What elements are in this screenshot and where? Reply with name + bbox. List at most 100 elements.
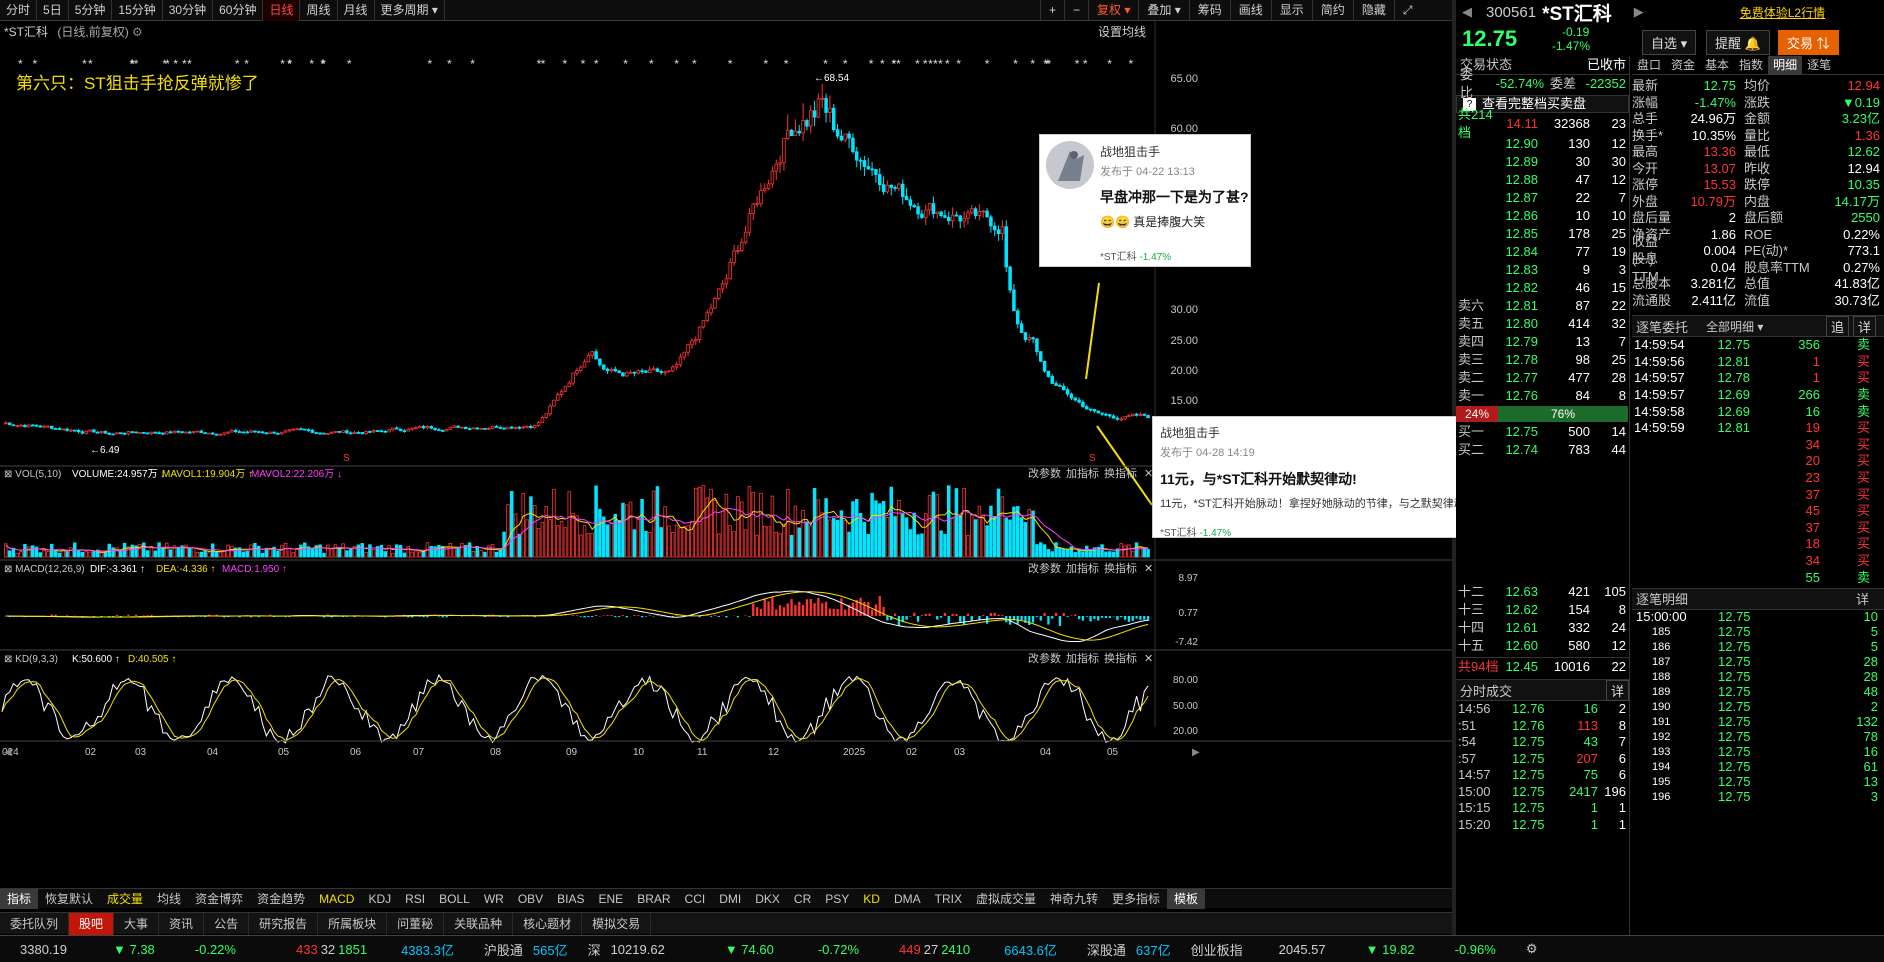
toolbar-item-6[interactable]: 隐藏 [1352, 0, 1394, 21]
bottom-tab-3[interactable]: 资讯 [159, 912, 205, 935]
indicator-tab-14[interactable]: BRAR [637, 891, 671, 906]
event-marker: * [784, 57, 789, 71]
indicator-tab-11[interactable]: OBV [517, 891, 544, 906]
bottom-tab-1[interactable]: 股吧 [69, 912, 115, 935]
trust-header: 逐笔委托 全部明细 ▾ 追 详 [1632, 315, 1884, 337]
stock-tag[interactable]: *ST汇科 -1.47% [1160, 524, 1231, 539]
toolbar-item-3[interactable]: 画线 [1229, 0, 1271, 21]
candle-body [226, 431, 230, 434]
ticks-detail-button[interactable]: 详 [1605, 679, 1629, 701]
indicator-tab-2[interactable]: 成交量 [107, 891, 144, 906]
toolbar-item-0[interactable]: 复权 ▾ [1088, 0, 1138, 21]
indicator-tab-13[interactable]: ENE [598, 891, 624, 906]
trust-follow-button[interactable]: 追 [1826, 315, 1850, 337]
candle-body [375, 430, 380, 432]
indicator-tab-26[interactable]: 模板 [1167, 888, 1206, 909]
indicator-tab-3[interactable]: 均线 [157, 891, 182, 906]
period-tab-3[interactable]: 15分钟 [112, 0, 163, 21]
full-order-row[interactable]: ? 查看完整档买卖盘 [1456, 95, 1629, 113]
set-ma-link[interactable]: 设置均线 [1098, 25, 1147, 39]
detail-button[interactable]: 详 [1856, 592, 1870, 608]
tick-time: :51 [1458, 717, 1477, 733]
close-icon: ✕ [1144, 563, 1153, 575]
period-tab-7[interactable]: 周线 [300, 0, 338, 21]
zoom-out-icon[interactable]: − [1064, 0, 1088, 21]
indicator-tab-17[interactable]: DKX [755, 891, 780, 906]
bottom-tab-10[interactable]: 模拟交易 [582, 912, 652, 935]
toolbar-item-1[interactable]: 叠加 ▾ [1138, 0, 1188, 21]
bottom-tab-4[interactable]: 公告 [204, 912, 250, 935]
bottom-tab-6[interactable]: 所属板块 [318, 912, 388, 935]
indicator-tab-5[interactable]: 资金趋势 [257, 891, 306, 906]
indicator-tab-24[interactable]: 神奇九转 [1049, 891, 1098, 906]
period-tab-1[interactable]: 5日 [37, 0, 69, 21]
next-arrow-icon[interactable]: ▶ [1633, 4, 1644, 19]
volume-bar [954, 488, 959, 558]
candle-body [433, 427, 437, 431]
indicator-tab-10[interactable]: WR [483, 891, 504, 906]
indicator-tab-18[interactable]: CR [793, 891, 812, 906]
bottom-tab-7[interactable]: 问董秘 [387, 912, 445, 935]
indicator-tab-1[interactable]: 恢复默认 [45, 891, 94, 906]
right-tab-2[interactable]: 基本 [1705, 57, 1730, 72]
indicator-tab-21[interactable]: DMA [893, 891, 921, 906]
bottom-tab-5[interactable]: 研究报告 [249, 912, 319, 935]
indicator-tab-20[interactable]: KD [863, 891, 880, 906]
right-tab-1[interactable]: 资金 [1671, 57, 1696, 72]
period-tab-6[interactable]: 日线 [263, 0, 301, 21]
trust-select[interactable]: 全部明细 ▾ [1706, 319, 1764, 334]
period-tab-0[interactable]: 分时 [0, 0, 38, 21]
volume-bar [1092, 547, 1097, 558]
trust-detail-button[interactable]: 详 [1853, 315, 1877, 337]
watchlist-button[interactable]: 自选 ▾ [1642, 30, 1697, 55]
indicator-tab-0[interactable]: 指标 [0, 888, 39, 909]
toolbar-item-2[interactable]: 筹码 [1188, 0, 1230, 21]
indicator-tab-25[interactable]: 更多指标 [1111, 891, 1160, 906]
candle-body [157, 432, 161, 435]
bottom-tab-2[interactable]: 大事 [114, 912, 160, 935]
indicator-tab-19[interactable]: PSY [825, 891, 850, 906]
indicator-tab-12[interactable]: BIAS [557, 891, 585, 906]
toolbar-item-4[interactable]: 显示 [1270, 0, 1312, 21]
trade-button[interactable]: 交易 ⇅ [1778, 30, 1839, 55]
toolbar-item-5[interactable]: 简约 [1311, 0, 1353, 21]
settings-gear-icon[interactable]: ⚙ [1525, 941, 1538, 956]
indicator-tab-7[interactable]: KDJ [368, 891, 392, 906]
volume-bar [1016, 506, 1020, 558]
event-marker: * [692, 57, 697, 71]
period-tab-4[interactable]: 30分钟 [163, 0, 214, 21]
bottom-tab-9[interactable]: 核心题材 [513, 912, 583, 935]
indicator-tab-6[interactable]: MACD [319, 891, 355, 906]
help-icon: ? [1463, 97, 1476, 111]
stock-tag[interactable]: *ST汇科 -1.47% [1100, 248, 1171, 263]
indicator-tab-22[interactable]: TRIX [934, 891, 962, 906]
period-tab-8[interactable]: 月线 [338, 0, 375, 21]
candle-body [989, 216, 993, 227]
settings-gear-icon[interactable]: ⚙ [132, 25, 143, 39]
indicator-tab-9[interactable]: BOLL [439, 891, 470, 906]
post-card-2[interactable]: 战地狙击手 发布于 04-28 14:19 11元，与*ST汇科开始默契律动! … [1152, 416, 1500, 539]
post-card-1[interactable]: 战地狙击手 发布于 04-22 13:13 早盘冲那一下是为了甚? 😄😄 真是捧… [1039, 134, 1251, 267]
volume-bar [268, 549, 272, 558]
post-text: 😄😄 真是捧腹大笑 [1100, 213, 1205, 230]
alert-button[interactable]: 提醒 🔔 [1706, 30, 1770, 55]
indicator-tab-23[interactable]: 虚拟成交量 [975, 891, 1036, 906]
indicator-tab-8[interactable]: RSI [405, 891, 426, 906]
bottom-tab-8[interactable]: 关联品种 [444, 912, 514, 935]
right-tab-0[interactable]: 盘口 [1637, 57, 1662, 72]
period-tab-2[interactable]: 5分钟 [69, 0, 113, 21]
prev-arrow-icon[interactable]: ◀ [1462, 4, 1472, 19]
indicator-tab-16[interactable]: DMI [719, 891, 742, 906]
right-tab-4[interactable]: 明细 [1768, 55, 1803, 75]
promo-link[interactable]: 免费体验L2行情 [1739, 5, 1826, 20]
period-tab-9[interactable]: 更多周期 ▾ [375, 0, 445, 21]
zoom-in-icon[interactable]: + [1040, 0, 1064, 21]
right-tab-5[interactable]: 逐笔 [1807, 57, 1832, 72]
right-tab-3[interactable]: 指数 [1739, 57, 1764, 72]
kline-chart-area[interactable]: *ST汇科 (日线,前复权) ⚙ 设置均线 第六只：ST狙击手抢反弹就惨了 65… [0, 21, 1452, 909]
bottom-tab-0[interactable]: 委托队列 [0, 912, 70, 935]
period-tab-5[interactable]: 60分钟 [213, 0, 264, 21]
indicator-tab-15[interactable]: CCI [684, 891, 706, 906]
indicator-tab-4[interactable]: 资金博弈 [195, 891, 244, 906]
fullscreen-icon[interactable]: ⤢ [1393, 0, 1421, 21]
